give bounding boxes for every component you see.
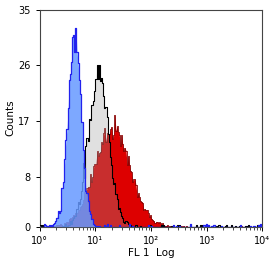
Y-axis label: Counts: Counts	[6, 100, 15, 136]
X-axis label: FL 1  Log: FL 1 Log	[128, 248, 174, 258]
